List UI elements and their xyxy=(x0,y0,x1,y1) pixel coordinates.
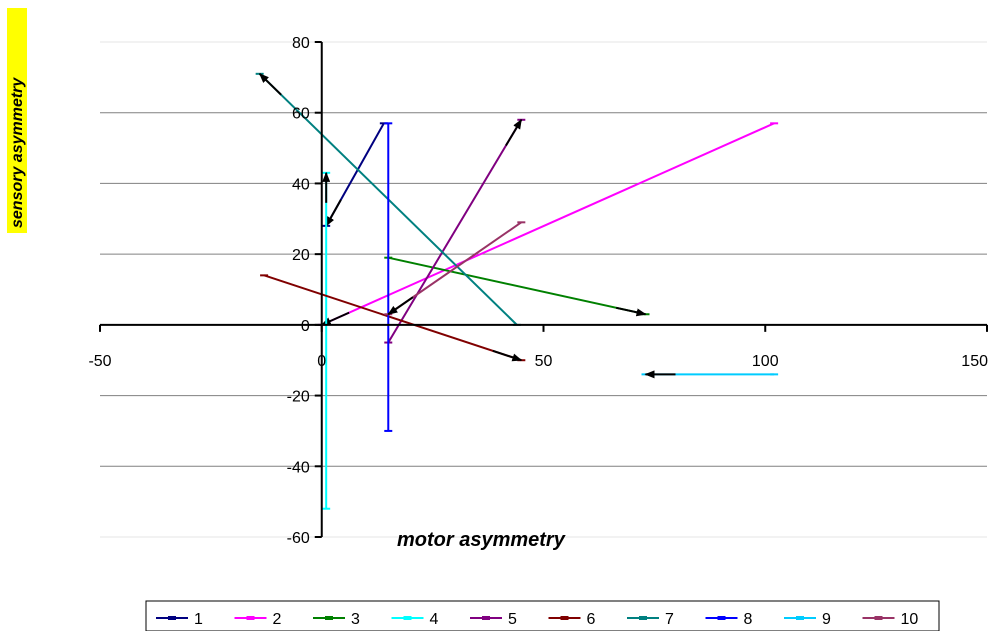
y-tick-label: 80 xyxy=(292,35,310,52)
y-tick-label: 0 xyxy=(301,318,310,335)
series-line-3 xyxy=(388,256,646,316)
arrow-7 xyxy=(258,73,282,96)
arrow-1 xyxy=(325,199,342,227)
arrow-6 xyxy=(492,349,523,362)
y-tick-label: -40 xyxy=(287,459,310,476)
legend-label-8: 8 xyxy=(744,611,753,628)
y-tick-label: -60 xyxy=(287,530,310,547)
arrow-3 xyxy=(615,306,647,317)
y-tick-label: -20 xyxy=(287,389,310,406)
y-axis-label-text: sensory asymmetry xyxy=(9,77,26,228)
legend-label-9: 9 xyxy=(822,611,831,628)
y-axis-label: sensory asymmetry xyxy=(7,8,27,233)
legend-label-1: 1 xyxy=(194,611,203,628)
series-line-6 xyxy=(263,274,522,362)
x-axis-label: motor asymmetry xyxy=(397,529,566,551)
legend-box xyxy=(145,600,940,631)
series-line-5 xyxy=(387,119,523,344)
y-tick-label: 20 xyxy=(292,247,310,264)
legend-label-6: 6 xyxy=(587,611,596,628)
legend: 1 2 3 4 5 6 7 8 9 10 xyxy=(145,600,940,631)
gridlines xyxy=(100,41,987,538)
legend-label-3: 3 xyxy=(351,611,360,628)
legend-label-5: 5 xyxy=(508,611,517,628)
y-tick-label: 40 xyxy=(292,176,310,193)
x-tick-label: 150 xyxy=(961,353,988,370)
legend-label-10: 10 xyxy=(901,611,919,628)
x-tick-label: 0 xyxy=(317,353,326,370)
tick-labels: -60 -40 -20 0 20 40 60 80 -50 0 50 100 150 xyxy=(88,35,988,547)
axes xyxy=(99,41,988,538)
legend-label-2: 2 xyxy=(273,611,282,628)
x-tick-label: 50 xyxy=(535,353,553,370)
arrow-5 xyxy=(505,118,523,147)
y-tick-label: 60 xyxy=(292,106,310,123)
legend-label-7: 7 xyxy=(665,611,674,628)
x-tick-label: 100 xyxy=(752,353,779,370)
x-tick-label: -50 xyxy=(88,353,111,370)
y-axis-label-highlight xyxy=(7,8,27,233)
legend-label-4: 4 xyxy=(430,611,439,628)
series-layer xyxy=(255,72,779,510)
series-line-2 xyxy=(321,122,775,326)
arrow-10 xyxy=(387,296,414,316)
